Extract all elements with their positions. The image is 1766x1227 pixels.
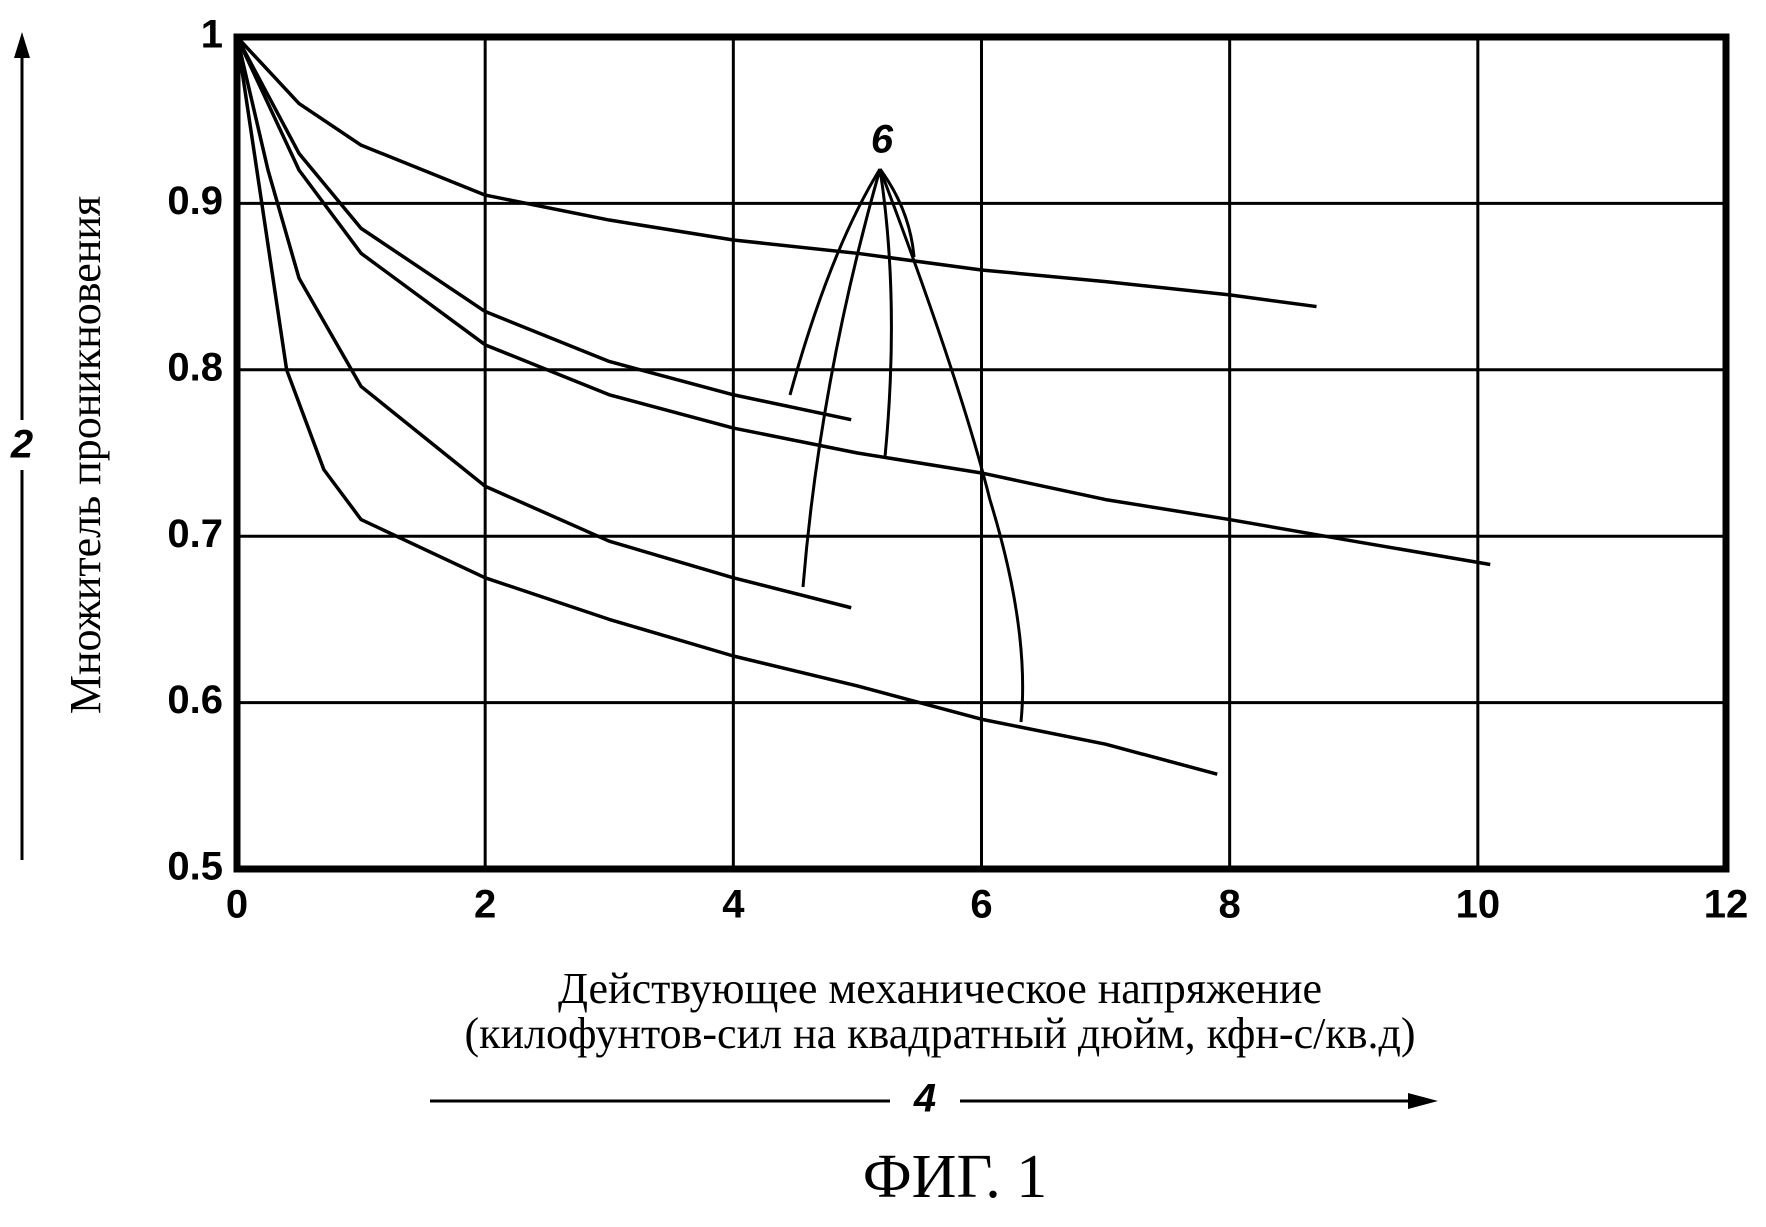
- y-tick-label: 0.9: [167, 179, 223, 223]
- caption: ФИГ. 1: [863, 1143, 1048, 1211]
- leader-line: [880, 169, 891, 457]
- page: 0.50.60.70.80.91024681012 6 Множитель пр…: [0, 0, 1766, 1227]
- y-axis-title: Множитель проникновения: [61, 196, 110, 714]
- annotation: 6: [871, 118, 894, 162]
- y-tick-label: 1: [201, 13, 223, 57]
- leader-line: [803, 169, 880, 587]
- x-tick-label: 12: [1704, 883, 1749, 927]
- y-tick-label: 0.5: [167, 845, 223, 889]
- x-tick-label: 8: [1219, 883, 1241, 927]
- x-tick-label: 4: [722, 883, 745, 927]
- y-arrow-label: 2: [10, 423, 33, 467]
- x-tick-label: 2: [474, 883, 496, 927]
- y-tick-label: 0.7: [167, 512, 223, 556]
- arrow-head: [1408, 1093, 1438, 1109]
- y-tick-label: 0.8: [167, 345, 223, 389]
- x-tick-label: 6: [970, 883, 992, 927]
- leader-line: [880, 169, 1023, 722]
- data-line: [237, 37, 1490, 564]
- chart: 0.50.60.70.80.91024681012 6 Множитель пр…: [0, 0, 1766, 1227]
- x-tick-label: 0: [226, 883, 248, 927]
- plot: 0.50.60.70.80.91024681012: [167, 13, 1748, 927]
- x-arrow-label: 4: [913, 1077, 936, 1121]
- data-line: [237, 37, 1317, 307]
- x-axis-title: (килофунтов-сил на квадратный дюйм, кфн-…: [464, 1009, 1415, 1058]
- data-line: [237, 37, 851, 420]
- x-tick-label: 10: [1456, 883, 1501, 927]
- x-axis-title: Действующее механическое напряжение: [558, 964, 1322, 1013]
- arrow-head: [14, 32, 30, 58]
- y-tick-label: 0.6: [167, 678, 223, 722]
